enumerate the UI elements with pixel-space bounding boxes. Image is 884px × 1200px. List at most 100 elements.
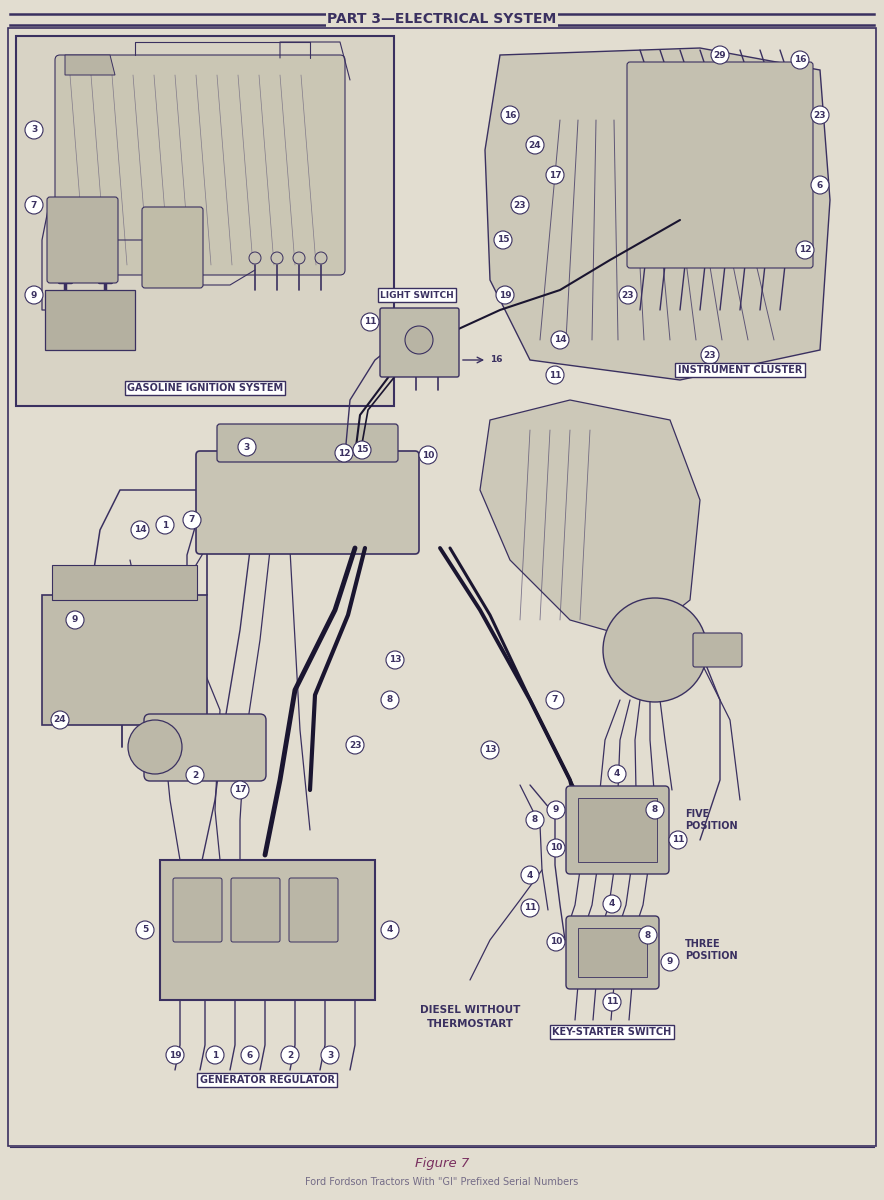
Circle shape	[156, 516, 174, 534]
Text: 10: 10	[550, 844, 562, 852]
Circle shape	[526, 811, 544, 829]
Text: D: D	[226, 868, 233, 876]
FancyBboxPatch shape	[566, 786, 669, 874]
Text: 15: 15	[497, 235, 509, 245]
Text: 7: 7	[31, 200, 37, 210]
Circle shape	[315, 252, 327, 264]
Text: GASOLINE IGNITION SYSTEM: GASOLINE IGNITION SYSTEM	[127, 383, 283, 392]
Text: 12: 12	[799, 246, 812, 254]
Circle shape	[501, 106, 519, 124]
Circle shape	[551, 331, 569, 349]
Text: 6: 6	[247, 1050, 253, 1060]
Text: 23: 23	[514, 200, 526, 210]
Circle shape	[711, 46, 729, 64]
Circle shape	[293, 252, 305, 264]
FancyBboxPatch shape	[16, 36, 394, 406]
Circle shape	[547, 934, 565, 950]
FancyBboxPatch shape	[217, 424, 398, 462]
Text: 15: 15	[355, 445, 369, 455]
FancyBboxPatch shape	[45, 290, 135, 350]
Circle shape	[619, 286, 637, 304]
Text: 8: 8	[387, 696, 393, 704]
FancyBboxPatch shape	[144, 714, 266, 781]
Text: FIVE
POSITION: FIVE POSITION	[685, 809, 737, 830]
Circle shape	[796, 241, 814, 259]
Polygon shape	[485, 48, 830, 380]
Text: 14: 14	[553, 336, 567, 344]
Text: 12: 12	[338, 449, 350, 457]
Text: 7: 7	[552, 696, 558, 704]
Circle shape	[51, 710, 69, 728]
Circle shape	[353, 440, 371, 458]
Text: R: R	[332, 868, 339, 876]
Text: INSTRUMENT CLUSTER: INSTRUMENT CLUSTER	[678, 365, 802, 374]
Text: 29: 29	[713, 50, 727, 60]
FancyBboxPatch shape	[578, 928, 647, 977]
Text: 10: 10	[550, 937, 562, 947]
Text: 19: 19	[499, 290, 511, 300]
Text: 24: 24	[54, 715, 66, 725]
Text: 14: 14	[133, 526, 147, 534]
Circle shape	[271, 252, 283, 264]
Circle shape	[361, 313, 379, 331]
Circle shape	[639, 926, 657, 944]
FancyBboxPatch shape	[142, 206, 203, 288]
Circle shape	[603, 994, 621, 1010]
Circle shape	[603, 598, 707, 702]
FancyBboxPatch shape	[289, 878, 338, 942]
Circle shape	[521, 899, 539, 917]
Text: 3: 3	[244, 443, 250, 451]
FancyBboxPatch shape	[55, 55, 345, 275]
Circle shape	[526, 136, 544, 154]
FancyBboxPatch shape	[693, 634, 742, 667]
Circle shape	[791, 50, 809, 68]
FancyBboxPatch shape	[196, 451, 419, 554]
Circle shape	[496, 286, 514, 304]
Circle shape	[603, 895, 621, 913]
Text: 3: 3	[327, 1050, 333, 1060]
FancyBboxPatch shape	[566, 916, 659, 989]
Circle shape	[547, 802, 565, 818]
Polygon shape	[480, 400, 700, 640]
Circle shape	[546, 166, 564, 184]
Circle shape	[546, 366, 564, 384]
Text: THREE
POSITION: THREE POSITION	[685, 940, 737, 961]
Circle shape	[494, 230, 512, 248]
Text: 19: 19	[169, 1050, 181, 1060]
Circle shape	[511, 196, 529, 214]
Text: 16: 16	[504, 110, 516, 120]
Circle shape	[481, 740, 499, 758]
Text: 10: 10	[422, 450, 434, 460]
Text: 16: 16	[794, 55, 806, 65]
Text: 9: 9	[667, 958, 674, 966]
Text: KEY-STARTER SWITCH: KEY-STARTER SWITCH	[552, 1027, 672, 1037]
FancyBboxPatch shape	[52, 565, 197, 600]
Text: 24: 24	[529, 140, 541, 150]
FancyBboxPatch shape	[380, 308, 459, 377]
Text: 8: 8	[532, 816, 538, 824]
Circle shape	[701, 346, 719, 364]
Text: PART 3—ELECTRICAL SYSTEM: PART 3—ELECTRICAL SYSTEM	[327, 12, 557, 26]
Circle shape	[811, 176, 829, 194]
Text: 1: 1	[212, 1050, 218, 1060]
Text: 3: 3	[31, 126, 37, 134]
Text: 11: 11	[363, 318, 377, 326]
Circle shape	[136, 922, 154, 938]
Text: WL: WL	[273, 868, 287, 876]
FancyBboxPatch shape	[627, 62, 813, 268]
Circle shape	[66, 611, 84, 629]
Text: 16: 16	[490, 355, 502, 365]
Text: 9: 9	[72, 616, 78, 624]
Circle shape	[186, 766, 204, 784]
Text: 4: 4	[387, 925, 393, 935]
Text: 2: 2	[287, 1050, 293, 1060]
Text: DIESEL WITHOUT
THERMOSTART: DIESEL WITHOUT THERMOSTART	[420, 1006, 520, 1028]
Text: Ford Fordson Tractors With "GI" Prefixed Serial Numbers: Ford Fordson Tractors With "GI" Prefixed…	[305, 1177, 579, 1187]
Circle shape	[405, 326, 433, 354]
Circle shape	[183, 511, 201, 529]
Text: GENERATOR REGULATOR: GENERATOR REGULATOR	[200, 1075, 334, 1085]
FancyBboxPatch shape	[173, 878, 222, 942]
Circle shape	[281, 1046, 299, 1064]
Text: 11: 11	[523, 904, 537, 912]
Circle shape	[381, 691, 399, 709]
